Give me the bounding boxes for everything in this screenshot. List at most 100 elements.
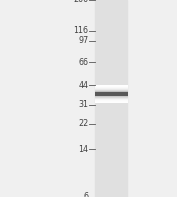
Bar (120, 87, 121, 88)
Bar (107, 93, 108, 94)
Bar (127, 95, 128, 96)
Bar (125, 85, 126, 86)
Bar (113, 101, 114, 102)
Bar (102, 102, 103, 103)
Bar (126, 101, 127, 102)
Bar (124, 92, 125, 93)
Bar (100, 94, 101, 95)
Bar (96, 100, 97, 101)
Bar (104, 86, 105, 87)
Bar (112, 85, 113, 86)
Bar (108, 93, 109, 94)
Bar (113, 97, 114, 98)
Bar (120, 88, 121, 89)
Bar (102, 89, 103, 90)
Bar (120, 86, 121, 87)
Bar (121, 93, 122, 94)
Bar (126, 102, 127, 103)
Bar (104, 85, 105, 86)
Bar (98, 95, 99, 96)
Bar (103, 96, 104, 97)
Bar (107, 92, 108, 93)
Bar (125, 100, 126, 101)
Bar (97, 100, 98, 101)
Bar (100, 102, 101, 103)
Bar (121, 98, 122, 99)
Bar (114, 102, 115, 103)
Bar (126, 92, 127, 96)
Bar (116, 100, 117, 101)
Bar (115, 101, 116, 102)
Bar (123, 98, 124, 99)
Bar (116, 96, 117, 97)
Bar (104, 102, 105, 103)
Bar (117, 92, 118, 93)
Bar (100, 99, 101, 100)
Bar (123, 94, 124, 95)
Bar (109, 98, 110, 99)
Bar (98, 98, 99, 99)
Bar (111, 87, 112, 88)
Bar (98, 98, 99, 99)
Bar (104, 94, 105, 95)
Bar (106, 92, 107, 93)
Bar (110, 88, 111, 89)
Bar (113, 87, 114, 88)
Bar (109, 86, 110, 87)
Bar (104, 85, 105, 86)
Bar (96, 101, 97, 102)
Bar (115, 93, 116, 94)
Bar (123, 95, 124, 96)
Bar (126, 99, 127, 100)
Bar (117, 86, 118, 87)
Bar (95, 86, 96, 87)
Bar (110, 89, 111, 90)
Bar (121, 88, 122, 89)
Bar (100, 85, 101, 86)
Bar (125, 86, 126, 87)
Bar (97, 93, 98, 94)
Bar (115, 102, 116, 103)
Bar (126, 97, 127, 98)
Bar (102, 98, 103, 99)
Bar (111, 92, 112, 93)
Bar (119, 90, 120, 91)
Bar (124, 101, 125, 102)
Bar (104, 99, 105, 100)
Bar (121, 95, 122, 96)
Bar (113, 90, 114, 91)
Bar (126, 88, 127, 89)
Bar (111, 101, 112, 102)
Bar (119, 89, 120, 90)
Bar (108, 101, 109, 102)
Bar (100, 101, 101, 102)
Bar (102, 94, 103, 95)
Bar (101, 98, 102, 99)
Bar (114, 98, 115, 99)
Bar (110, 92, 111, 93)
Bar (109, 95, 110, 96)
Bar (99, 88, 100, 89)
Bar (115, 94, 116, 95)
Bar (102, 86, 103, 87)
Bar (97, 85, 98, 86)
Bar (115, 101, 116, 102)
Bar (112, 92, 113, 96)
Bar (95, 93, 96, 94)
Bar (104, 99, 105, 100)
Bar (107, 88, 108, 89)
Bar (125, 92, 126, 93)
Bar (101, 99, 102, 100)
Bar (99, 92, 100, 93)
Bar (101, 85, 102, 86)
Bar (127, 97, 128, 98)
Bar (117, 92, 118, 96)
Bar (110, 102, 111, 103)
Bar (114, 94, 115, 95)
Bar (126, 96, 127, 97)
Bar (100, 100, 101, 101)
Bar (104, 100, 105, 101)
Bar (99, 92, 100, 93)
Bar (122, 92, 123, 93)
Bar (101, 87, 102, 88)
